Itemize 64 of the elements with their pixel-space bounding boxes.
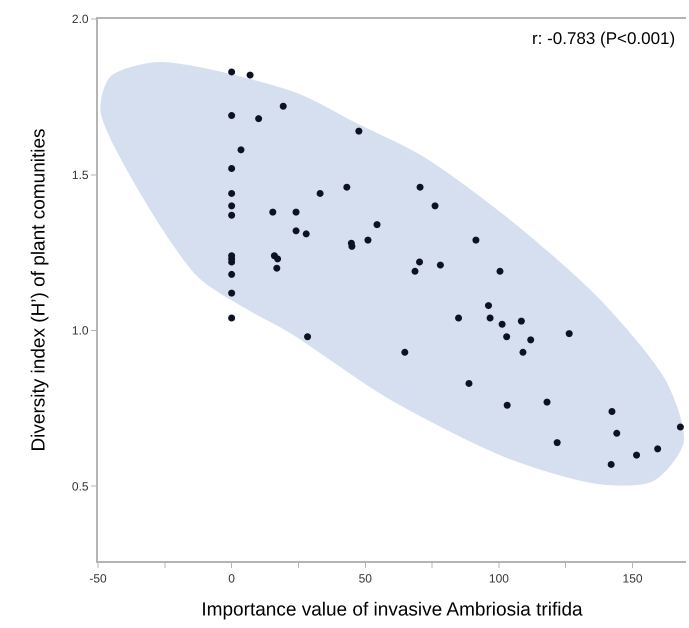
point bbox=[228, 112, 236, 120]
point bbox=[292, 227, 300, 234]
point bbox=[364, 236, 372, 244]
point bbox=[269, 208, 276, 216]
point bbox=[633, 452, 640, 459]
point bbox=[280, 102, 287, 110]
point bbox=[554, 439, 561, 446]
point bbox=[416, 258, 424, 266]
point bbox=[608, 460, 615, 468]
point bbox=[228, 270, 236, 278]
x-tick-label: 150 bbox=[622, 571, 643, 586]
point bbox=[228, 68, 236, 76]
y-tick-label: 1.5 bbox=[72, 168, 89, 182]
x-tick-label: -50 bbox=[89, 571, 107, 586]
y-tick-label: 0.5 bbox=[72, 479, 89, 494]
point bbox=[519, 348, 526, 356]
point bbox=[544, 398, 551, 406]
y-tick-label: 1.0 bbox=[72, 324, 89, 338]
annotation: r: -0.783 (P<0.001) bbox=[532, 29, 676, 48]
point bbox=[374, 221, 381, 228]
point bbox=[432, 202, 439, 210]
point bbox=[496, 268, 504, 275]
x-tick-label: 100 bbox=[488, 571, 510, 586]
point bbox=[246, 72, 254, 79]
point bbox=[613, 430, 620, 437]
point bbox=[518, 318, 525, 325]
point bbox=[676, 424, 684, 431]
point bbox=[316, 190, 324, 197]
point bbox=[255, 115, 262, 122]
x-tick-label: 0 bbox=[228, 571, 236, 586]
point bbox=[302, 230, 310, 238]
y-tick-label: 2.0 bbox=[72, 12, 89, 26]
point bbox=[228, 190, 236, 197]
point bbox=[228, 165, 236, 172]
point bbox=[228, 314, 236, 322]
point bbox=[411, 268, 418, 275]
x-tick-label: 50 bbox=[358, 571, 372, 586]
point bbox=[504, 402, 511, 409]
x-axis-title: Importance value of invasive Ambriosia trifida bbox=[201, 600, 584, 621]
point bbox=[503, 333, 510, 340]
point bbox=[484, 302, 492, 310]
point bbox=[566, 330, 573, 338]
point bbox=[274, 255, 282, 262]
point bbox=[472, 236, 480, 244]
point bbox=[654, 445, 662, 452]
point bbox=[292, 208, 300, 216]
point bbox=[486, 314, 494, 322]
point bbox=[465, 380, 472, 387]
point bbox=[355, 128, 362, 135]
point bbox=[608, 408, 616, 415]
y-axis-title: Diversity index (H’) of plant comunities bbox=[28, 128, 50, 452]
point bbox=[436, 262, 444, 269]
point bbox=[343, 184, 350, 191]
point bbox=[527, 336, 534, 344]
point bbox=[273, 264, 280, 272]
point bbox=[228, 202, 236, 210]
point bbox=[304, 333, 312, 340]
point bbox=[228, 212, 236, 219]
point bbox=[237, 146, 244, 154]
point bbox=[455, 314, 462, 322]
point bbox=[498, 320, 506, 328]
point bbox=[228, 290, 236, 297]
point bbox=[401, 348, 408, 356]
point bbox=[416, 184, 424, 191]
